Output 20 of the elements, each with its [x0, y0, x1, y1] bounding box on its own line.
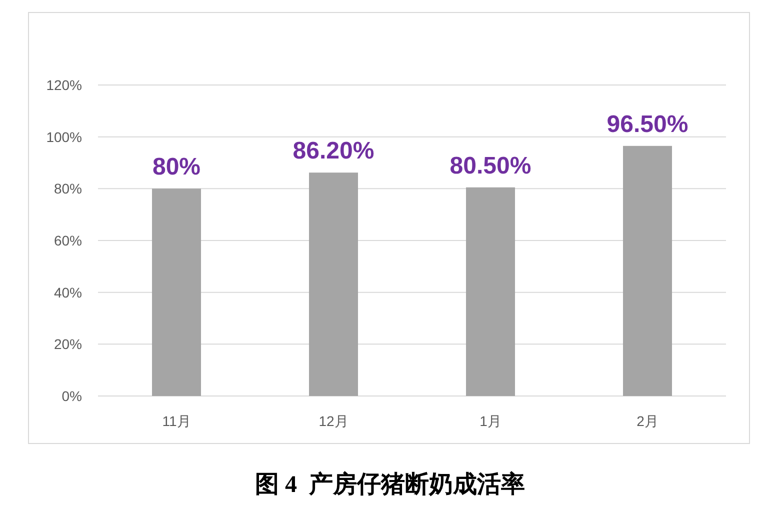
y-tick-label: 20%	[54, 336, 82, 352]
bar	[309, 172, 358, 396]
x-tick-label: 11月	[162, 413, 191, 429]
text: 图 4 产房仔猪断奶成活率	[255, 471, 525, 498]
data-label: 80%	[152, 154, 201, 181]
x-tick-label: 12月	[318, 413, 348, 429]
bar	[152, 188, 201, 396]
x-tick-label: 1月	[480, 413, 502, 429]
data-label: 86.20%	[292, 138, 374, 165]
bar	[466, 187, 515, 396]
y-tick-label: 60%	[54, 232, 82, 248]
x-tick-label: 2月	[636, 413, 658, 429]
y-tick-label: 120%	[46, 77, 82, 93]
data-label: 80.50%	[450, 152, 532, 180]
y-tick-label: 100%	[46, 128, 82, 145]
data-label: 96.50%	[606, 110, 688, 138]
y-tick-label: 40%	[54, 284, 82, 300]
y-tick-label: 0%	[62, 388, 82, 404]
y-tick-label: 80%	[54, 180, 82, 197]
bar	[623, 146, 672, 396]
